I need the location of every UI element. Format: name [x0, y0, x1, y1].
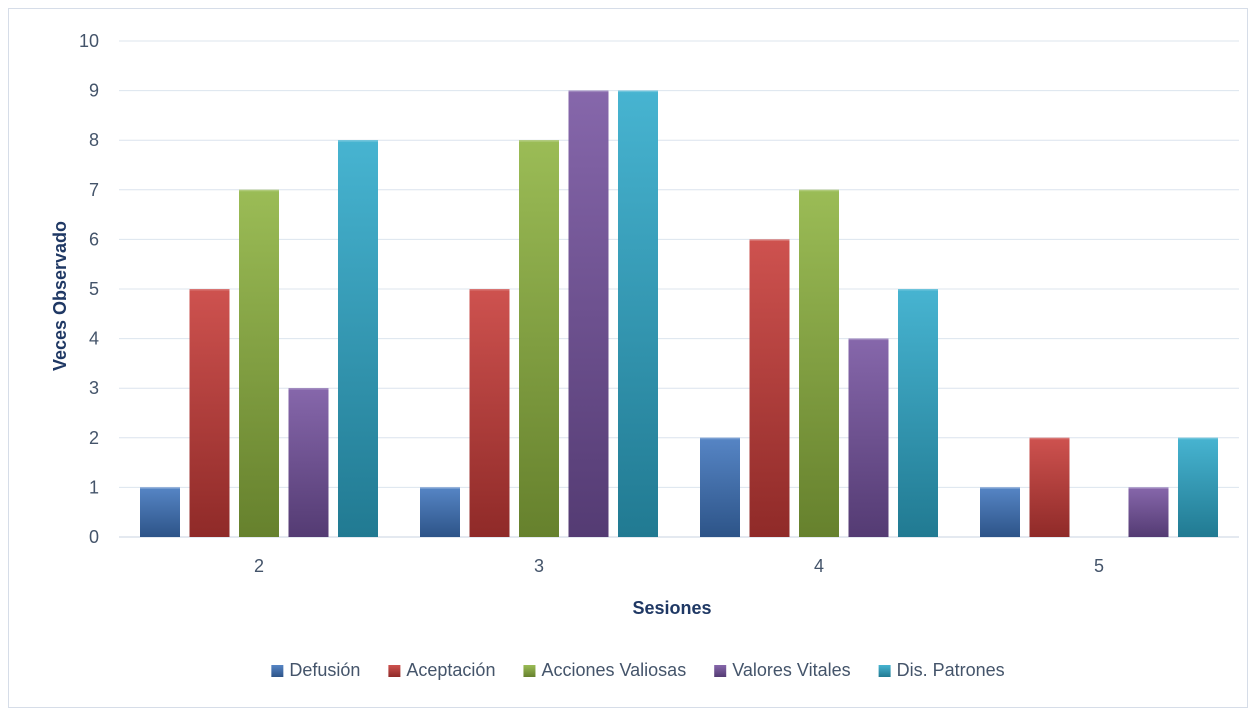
bar-highlight [980, 487, 1020, 489]
legend-item: Defusión [271, 660, 360, 680]
bar [338, 140, 378, 537]
bar-highlight [338, 140, 378, 142]
bar [848, 338, 889, 537]
y-tick-label: 4 [89, 329, 99, 349]
y-tick-label: 7 [89, 180, 99, 200]
y-tick-label: 10 [79, 31, 99, 51]
bar [1029, 437, 1070, 537]
bar [288, 388, 329, 537]
y-tick-label: 9 [89, 81, 99, 101]
y-tick-label: 3 [89, 378, 99, 398]
bar-chart: 0 1 2 3 4 5 6 7 8 9 10 2 3 4 5 Veces Observado Sesion… [50, 31, 1239, 680]
legend: Defusión Aceptación Acciones Valiosas Valor… [271, 660, 1005, 680]
bar-highlight [140, 487, 180, 489]
x-tick-label: 5 [1094, 556, 1104, 576]
bar-highlight [898, 289, 938, 291]
bar-highlight [848, 338, 889, 341]
legend-label: Dis. Patrones [897, 660, 1005, 680]
bar [618, 90, 658, 537]
bar [898, 289, 938, 537]
bar [519, 140, 559, 537]
x-tick-label: 3 [534, 556, 544, 576]
y-tick-label: 8 [89, 130, 99, 150]
bar-highlight [618, 90, 658, 93]
y-tick-label: 6 [89, 229, 99, 249]
bar [980, 487, 1020, 537]
legend-swatch [271, 665, 284, 677]
bar [568, 90, 609, 537]
x-tick-label: 4 [814, 556, 824, 576]
bar-highlight [189, 289, 230, 291]
chart-frame: 0 1 2 3 4 5 6 7 8 9 10 2 3 4 5 Veces Observado Sesion… [8, 8, 1248, 708]
bar [140, 487, 180, 537]
y-tick-label: 2 [89, 428, 99, 448]
gridlines [119, 40, 1239, 538]
legend-item: Aceptación [388, 660, 495, 680]
bar [799, 189, 839, 538]
legend-item: Valores Vitales [714, 660, 851, 680]
x-axis-ticks: 2 3 4 5 [254, 556, 1104, 576]
legend-item: Acciones Valiosas [523, 660, 686, 680]
bar [189, 289, 230, 537]
x-tick-label: 2 [254, 556, 264, 576]
bar [1178, 437, 1218, 537]
y-tick-label: 0 [89, 527, 99, 547]
bar-highlight [749, 239, 790, 241]
bar [1128, 487, 1169, 537]
x-axis-title: Sesiones [632, 598, 711, 618]
bar-highlight [1128, 487, 1169, 489]
legend-swatch [878, 665, 891, 677]
bar-highlight [288, 388, 329, 390]
bar-highlight [1178, 437, 1218, 440]
y-tick-label: 5 [89, 279, 99, 299]
bar-highlight [469, 289, 510, 291]
bar-highlight [239, 189, 279, 192]
bar [749, 239, 790, 537]
legend-label: Aceptación [406, 660, 495, 680]
y-axis-ticks: 0 1 2 3 4 5 6 7 8 9 10 [79, 31, 99, 547]
legend-label: Acciones Valiosas [541, 660, 686, 680]
y-tick-label: 1 [89, 477, 99, 497]
bar [239, 189, 279, 538]
bar-highlight [519, 140, 559, 142]
legend-swatch [388, 665, 401, 677]
bar-highlight [1029, 437, 1070, 440]
bar-highlight [568, 90, 609, 93]
legend-swatch [714, 665, 727, 677]
legend-label: Defusión [289, 660, 360, 680]
bar [469, 289, 510, 537]
bar-highlight [420, 487, 460, 489]
bar-highlight [799, 189, 839, 192]
bars [140, 90, 1218, 538]
legend-label: Valores Vitales [732, 660, 850, 680]
bar [700, 437, 740, 537]
bar [420, 487, 460, 537]
legend-swatch [523, 665, 536, 677]
y-axis-title: Veces Observado [50, 221, 70, 371]
legend-item: Dis. Patrones [878, 660, 1005, 680]
bar-highlight [700, 437, 740, 440]
